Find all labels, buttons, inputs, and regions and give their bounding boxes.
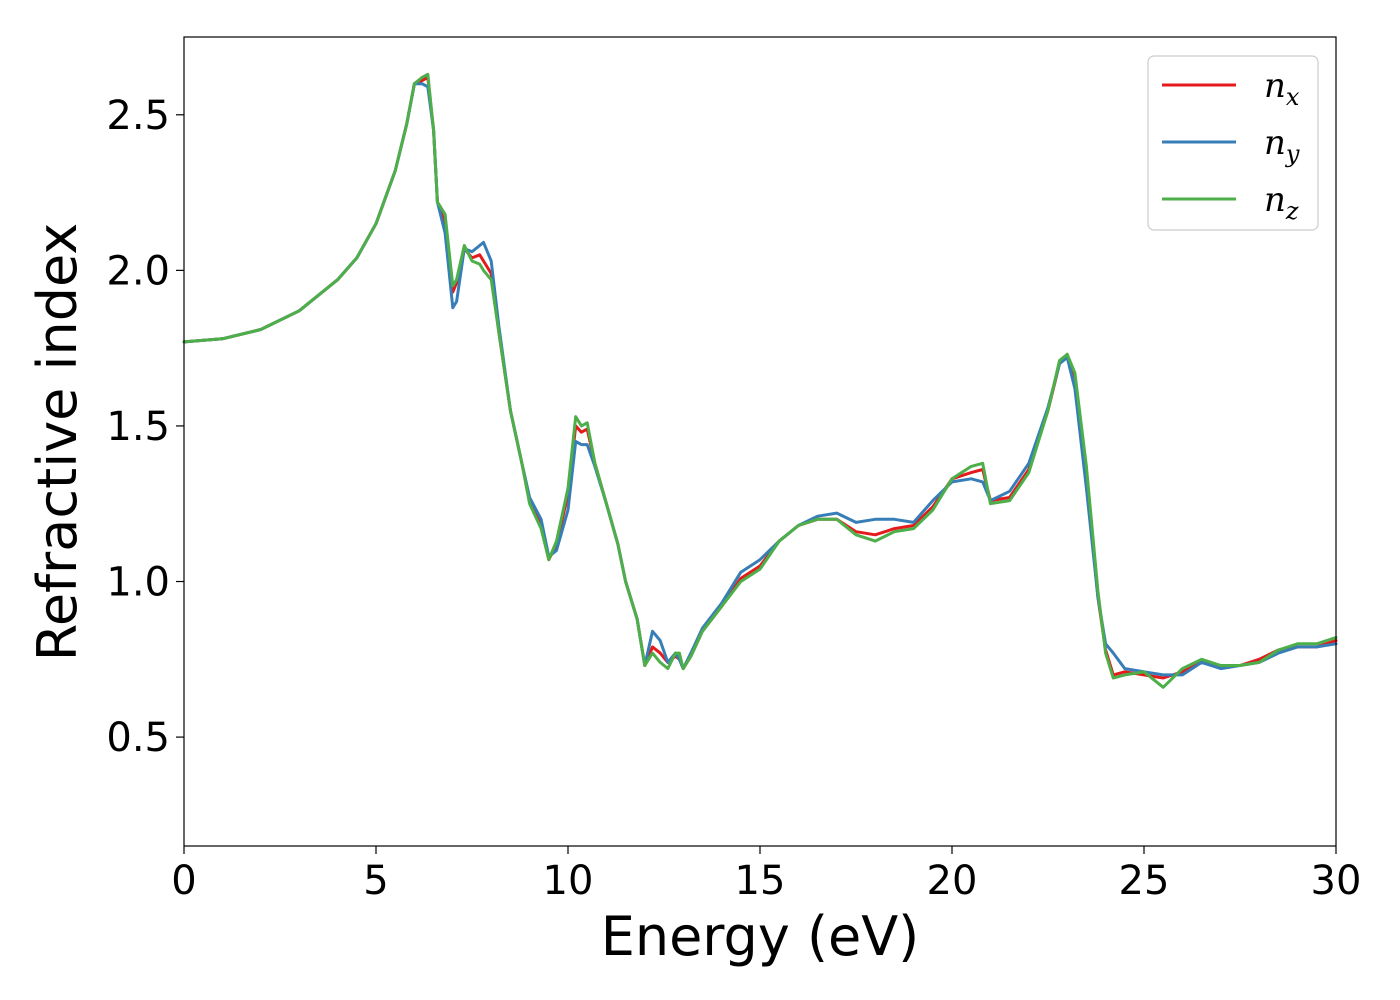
x-tick-label: 15	[735, 858, 786, 904]
x-tick-label: 0	[171, 858, 196, 904]
series-line-z	[182, 72, 1338, 689]
x-tick-label: 10	[543, 858, 594, 904]
y-tick-label: 1.0	[106, 560, 170, 606]
y-tick-label: 1.5	[106, 404, 170, 450]
x-axis-ticks: 0 5 10 15 20 25 30	[171, 846, 1361, 904]
legend-label-z: nz	[1264, 180, 1299, 225]
series-lines	[182, 72, 1338, 689]
x-tick-label: 30	[1311, 858, 1362, 904]
y-tick-label: 0.5	[106, 715, 170, 761]
y-axis-title: Refractive index	[26, 223, 89, 662]
legend-label-x: nx	[1264, 66, 1300, 111]
x-tick-label: 25	[1119, 858, 1170, 904]
y-axis-ticks: 0.5 1.0 1.5 2.0 2.5	[106, 93, 184, 761]
y-tick-label: 2.5	[106, 93, 170, 139]
legend-label-y: ny	[1264, 123, 1300, 168]
legend: nx ny nz	[1147, 55, 1319, 231]
x-axis-title: Energy (eV)	[601, 905, 920, 968]
y-tick-label: 2.0	[106, 248, 170, 294]
x-tick-label: 20	[927, 858, 978, 904]
x-tick-label: 5	[363, 858, 388, 904]
